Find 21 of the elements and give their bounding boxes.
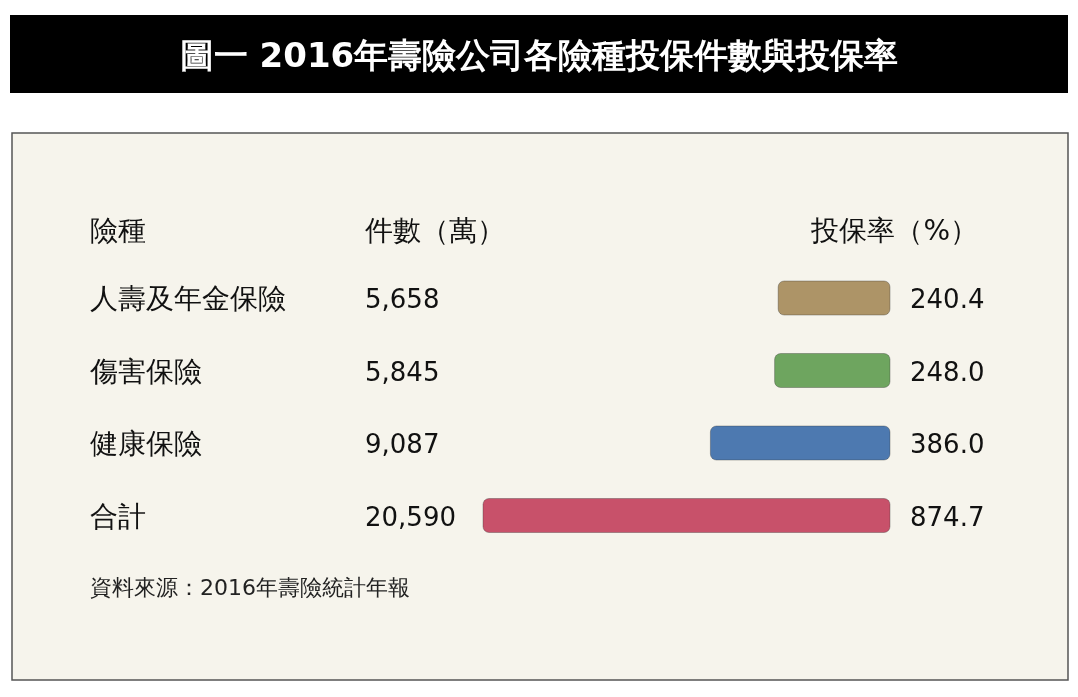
y-tick-label: 人壽及年金保險 <box>90 282 286 315</box>
text: 件數（萬） <box>365 214 505 247</box>
data-label: 386.0 <box>910 429 985 459</box>
data-label: 248.0 <box>910 356 985 387</box>
chart-title: 圖一 2016年壽險公司各險種投保件數與投保率 <box>179 35 899 75</box>
data-label: 240.4 <box>910 284 985 314</box>
text: 20,590 <box>365 501 456 532</box>
bar <box>709 425 891 461</box>
x-axis-title: 投保率（%） <box>810 214 978 247</box>
y-tick-label: 健康保險 <box>90 427 202 460</box>
data-label: 874.7 <box>910 501 985 532</box>
source-note: 資料來源：2016年壽險統計年報 <box>90 575 410 600</box>
bar <box>774 353 891 388</box>
text: 5,658 <box>365 284 440 314</box>
text: 5,845 <box>365 356 440 387</box>
y-tick-label: 合計 <box>90 499 146 533</box>
text: 9,087 <box>365 429 440 459</box>
y-axis-title: 險種 <box>90 214 146 247</box>
y-tick-label: 傷害保險 <box>89 354 202 388</box>
bar <box>777 280 891 316</box>
bar <box>482 498 891 533</box>
